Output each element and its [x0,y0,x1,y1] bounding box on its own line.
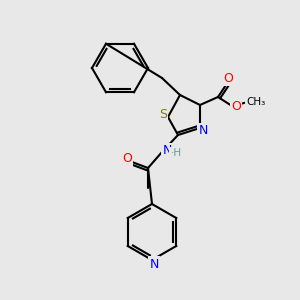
Text: S: S [159,107,167,121]
Text: O: O [122,152,132,166]
Text: ·H: ·H [170,148,182,158]
Text: N: N [162,145,172,158]
Text: O: O [231,100,241,112]
Text: N: N [149,257,159,271]
Text: N: N [198,124,208,137]
Text: O: O [223,71,233,85]
Text: CH₃: CH₃ [246,97,266,107]
